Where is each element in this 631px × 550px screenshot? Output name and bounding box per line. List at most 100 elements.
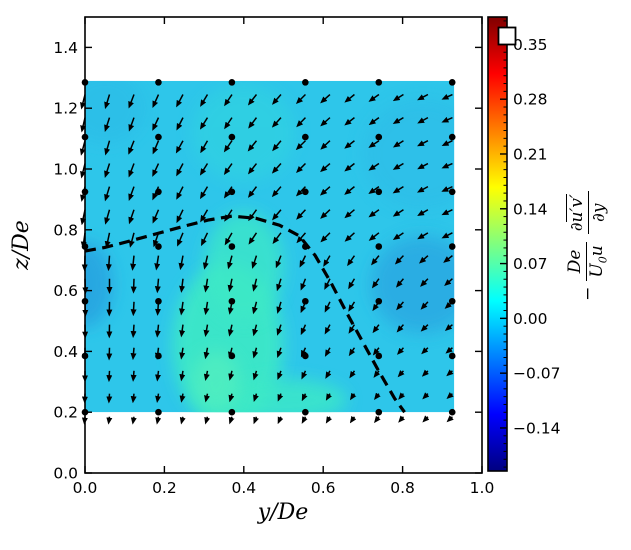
quiver-arrow: [203, 347, 210, 360]
y-tick-label: 0.6: [53, 282, 78, 300]
colorbar-label-fraction-1: De U0u: [565, 242, 609, 281]
uv-prime-bar: u′v′: [565, 194, 587, 223]
quiver-arrow: [152, 209, 160, 224]
quiver-arrow: [128, 117, 135, 132]
quiver-arrow: [179, 393, 186, 403]
grid-dot: [375, 243, 383, 250]
quiver-arrow: [392, 93, 404, 102]
contour-region-green-bottom: [219, 378, 348, 413]
quiver-arrow: [323, 255, 331, 267]
colorbar-label-fraction-2: ∂u′v′ ∂y: [565, 191, 609, 235]
quiver-arrow: [444, 324, 453, 331]
quiver-arrow: [203, 278, 210, 293]
quiver-arrow: [253, 393, 259, 402]
quiver-arrow: [348, 347, 356, 357]
grid-dot: [448, 297, 456, 305]
quiver-arrow: [204, 416, 211, 425]
quiver-arrow: [252, 301, 258, 315]
quiver-arrow: [349, 415, 357, 424]
quiver-arrow: [128, 232, 135, 248]
quiver-arrow: [324, 324, 331, 335]
fraction2-numerator: ∂u′v′: [565, 191, 589, 235]
quiver-arrow: [271, 94, 282, 105]
colorbar-tick-label: 0.00: [513, 310, 548, 328]
legend-square-marker: [497, 26, 517, 46]
quiver-arrow: [324, 347, 331, 357]
dots-group: [81, 79, 456, 416]
quiver-arrow: [176, 186, 184, 200]
quiver-arrow: [348, 278, 356, 290]
quiver-arrow: [128, 186, 135, 201]
contour-fill-group: [85, 80, 455, 413]
quiver-arrow: [420, 278, 429, 287]
quiver-arrow: [104, 140, 111, 156]
quiver-arrow: [446, 369, 454, 377]
quiver-arrow: [179, 370, 186, 382]
quiver-arrow: [277, 370, 283, 380]
quiver-arrow: [417, 116, 429, 124]
grid-dot: [155, 188, 162, 196]
grid-dot: [448, 352, 456, 360]
grid-dot: [302, 408, 309, 416]
colorbar-label: − De U0u ∂u′v′ ∂y: [544, 159, 631, 329]
quiver-arrow: [441, 140, 453, 146]
quiver-arrow: [372, 347, 380, 356]
quiver-arrow: [176, 94, 184, 108]
grid-dot: [302, 133, 309, 141]
grid-dot: [375, 352, 383, 360]
x-tick-label: 0.0: [73, 479, 98, 497]
grid-dot: [228, 408, 236, 416]
quiver-arrow: [179, 347, 186, 360]
y-tick-label: 0.4: [53, 343, 78, 361]
colorbar-label-minus: −: [578, 286, 598, 301]
quiver-arrow: [105, 255, 112, 272]
quiver-arrow: [320, 232, 331, 243]
quiver-arrow: [300, 324, 307, 336]
quiver-arrow: [344, 209, 355, 219]
fraction1-numerator: De: [565, 242, 588, 281]
x-tick-label: 0.4: [231, 479, 256, 497]
quiver-arrow: [203, 324, 210, 338]
grid-dot: [155, 297, 162, 305]
x-axis-label: y/De: [257, 500, 309, 525]
quiver-arrow: [224, 232, 233, 246]
quiver-arrow: [395, 278, 405, 288]
quiver-arrow: [392, 185, 404, 194]
grid-dot: [155, 243, 162, 250]
quiver-arrow: [200, 209, 209, 223]
colorbar-group: 0.35 0.28 0.21 0.14 0.07 0.00 −0.07 −0.14: [487, 16, 561, 472]
quiver-arrow: [179, 301, 186, 316]
contour-region-teal-upper-middle: [192, 83, 296, 182]
grid-dot: [228, 352, 236, 360]
quiver-arrow: [368, 209, 380, 218]
quiver-arrow: [301, 416, 308, 424]
quiver-arrow: [252, 324, 259, 337]
quiver-arrow: [344, 162, 355, 172]
quiver-arrow: [277, 416, 284, 425]
grid-dot: [302, 188, 309, 196]
quiver-arrow: [128, 94, 135, 109]
quiver-arrow: [204, 393, 210, 403]
contour-region-green-band-upper: [204, 211, 284, 321]
quiver-arrow: [320, 140, 331, 150]
quiver-arrow: [446, 392, 454, 400]
grid-dot: [302, 352, 309, 360]
quiver-arrow: [296, 162, 306, 173]
quiver-arrow: [227, 324, 234, 337]
quiver-arrow: [248, 117, 258, 129]
quiver-arrow: [422, 415, 430, 423]
grid-dot: [302, 297, 309, 305]
quiver-arrow: [155, 370, 161, 382]
quiver-arrow: [104, 163, 111, 178]
quiver-arrow: [398, 392, 406, 400]
quiver-arrow: [176, 117, 184, 131]
quiver-arrow: [276, 278, 282, 292]
colorbar-tick-label: 0.21: [513, 145, 548, 163]
quiver-arrow: [272, 232, 282, 245]
quiver-arrow: [296, 232, 307, 244]
grid-dot: [302, 79, 309, 86]
colorbar-frame: [487, 16, 508, 472]
quiver-arrow: [227, 347, 234, 359]
